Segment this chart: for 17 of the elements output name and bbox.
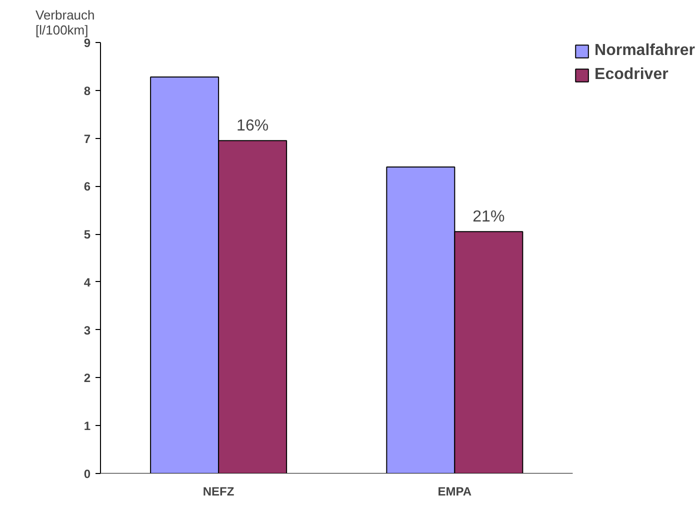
y-tick-label: 2 xyxy=(84,371,91,386)
y-tick-label: 8 xyxy=(84,84,91,98)
x-tick-label: NEFZ xyxy=(202,484,234,498)
legend-label: Ecodriver xyxy=(594,66,668,84)
legend-label: Normalfahrer xyxy=(594,42,695,60)
annotation: 16% xyxy=(236,118,269,135)
y-tick-label: 6 xyxy=(84,180,91,194)
y-tick-label: 3 xyxy=(84,323,91,338)
x-tick-label: EMPA xyxy=(438,484,472,498)
y-tick-label: 7 xyxy=(84,132,91,146)
annotation: 21% xyxy=(472,208,505,226)
y-axis-title: Verbrauch [l/100km] xyxy=(36,8,95,38)
y-tick-label: 5 xyxy=(84,228,91,242)
y-tick-label: 1 xyxy=(84,419,91,434)
y-tick-label: 9 xyxy=(84,36,91,50)
y-tick-label: 0 xyxy=(84,467,91,481)
y-tick-label: 4 xyxy=(84,275,91,290)
